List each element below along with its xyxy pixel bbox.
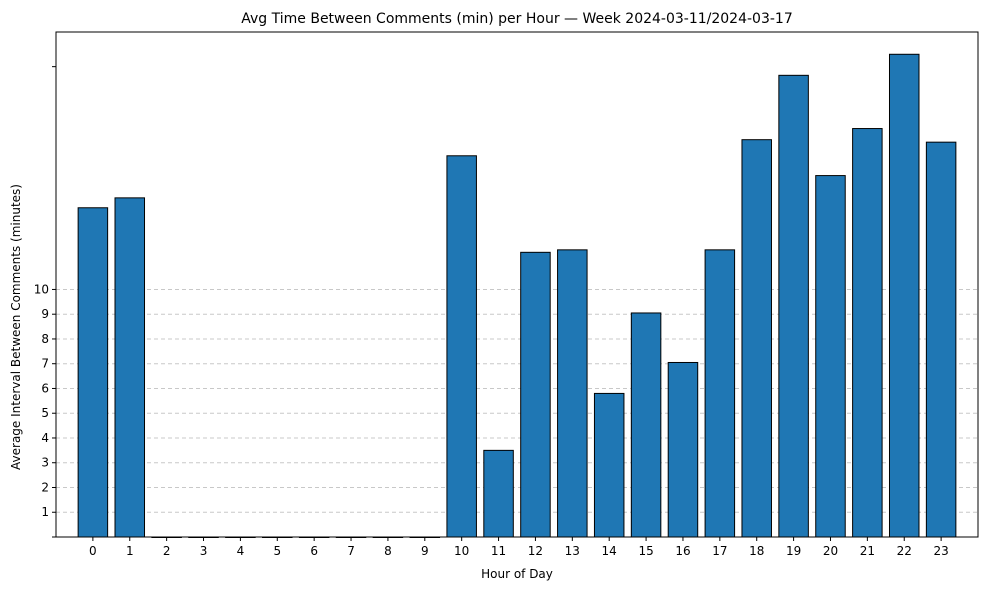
x-tick-label: 13: [565, 544, 580, 558]
x-tick-label: 23: [933, 544, 948, 558]
y-tick-label: 6: [41, 381, 49, 395]
y-tick-label: 3: [41, 456, 49, 470]
x-tick-label: 21: [860, 544, 875, 558]
x-tick-label: 18: [749, 544, 764, 558]
x-tick-label: 10: [454, 544, 469, 558]
bar-19: [778, 74, 809, 538]
x-tick-label: 14: [602, 544, 617, 558]
x-tick-label: 11: [491, 544, 506, 558]
x-tick-label: 15: [638, 544, 653, 558]
x-tick-label: 5: [273, 544, 281, 558]
bar-21: [852, 128, 883, 538]
bar-22: [888, 53, 920, 538]
y-tick-label: 2: [41, 480, 49, 494]
x-tick-label: 9: [421, 544, 429, 558]
x-tick-label: 0: [89, 544, 97, 558]
x-tick-label: 12: [528, 544, 543, 558]
bar-17: [704, 249, 736, 538]
bar-16: [667, 361, 699, 538]
x-tick-label: 19: [786, 544, 801, 558]
y-ticks: 1 2 3 4 5 6 7 8 9 10: [34, 66, 56, 538]
y-tick-label: 1: [41, 505, 49, 519]
x-tick-label: 22: [897, 544, 912, 558]
x-axis-title: Hour of Day: [481, 567, 553, 581]
x-tick-label: 1: [126, 544, 134, 558]
bar-12: [520, 251, 551, 538]
y-tick-label: 4: [41, 431, 49, 445]
y-tick-label: 7: [41, 357, 49, 371]
bar-1: [114, 197, 146, 538]
x-tick-label: 17: [712, 544, 727, 558]
x-tick-label: 16: [675, 544, 690, 558]
bar-15: [630, 312, 662, 538]
chart-title: Avg Time Between Comments (min) per Hour…: [241, 11, 792, 27]
y-tick-label: 5: [41, 406, 49, 420]
y-tick-label: 9: [41, 307, 49, 321]
x-tick-label: 2: [163, 544, 171, 558]
bar-11: [483, 449, 514, 538]
y-axis-title: Average Interval Between Comments (minut…: [9, 184, 23, 470]
x-ticks: 0 1 2 3 4 5 6 7 8 9 10 11 12 13 14 15 16 17 18 19 20 21 22 23: [89, 537, 949, 558]
x-tick-label: 8: [384, 544, 392, 558]
bar-14: [593, 392, 625, 538]
x-tick-label: 4: [237, 544, 245, 558]
bar-23: [925, 141, 957, 538]
bar-18: [741, 139, 772, 538]
x-tick-label: 6: [310, 544, 318, 558]
bar-10: [446, 155, 477, 538]
x-tick-label: 7: [347, 544, 355, 558]
bars: [77, 53, 957, 538]
y-tick-label: 10: [34, 282, 49, 296]
plot-frame: [55, 31, 979, 538]
y-tick-label: 8: [41, 332, 49, 346]
bar-20: [815, 175, 846, 538]
x-tick-label: 3: [200, 544, 208, 558]
x-tick-label: 20: [823, 544, 838, 558]
bar-13: [557, 249, 588, 538]
bar-0: [77, 207, 109, 538]
